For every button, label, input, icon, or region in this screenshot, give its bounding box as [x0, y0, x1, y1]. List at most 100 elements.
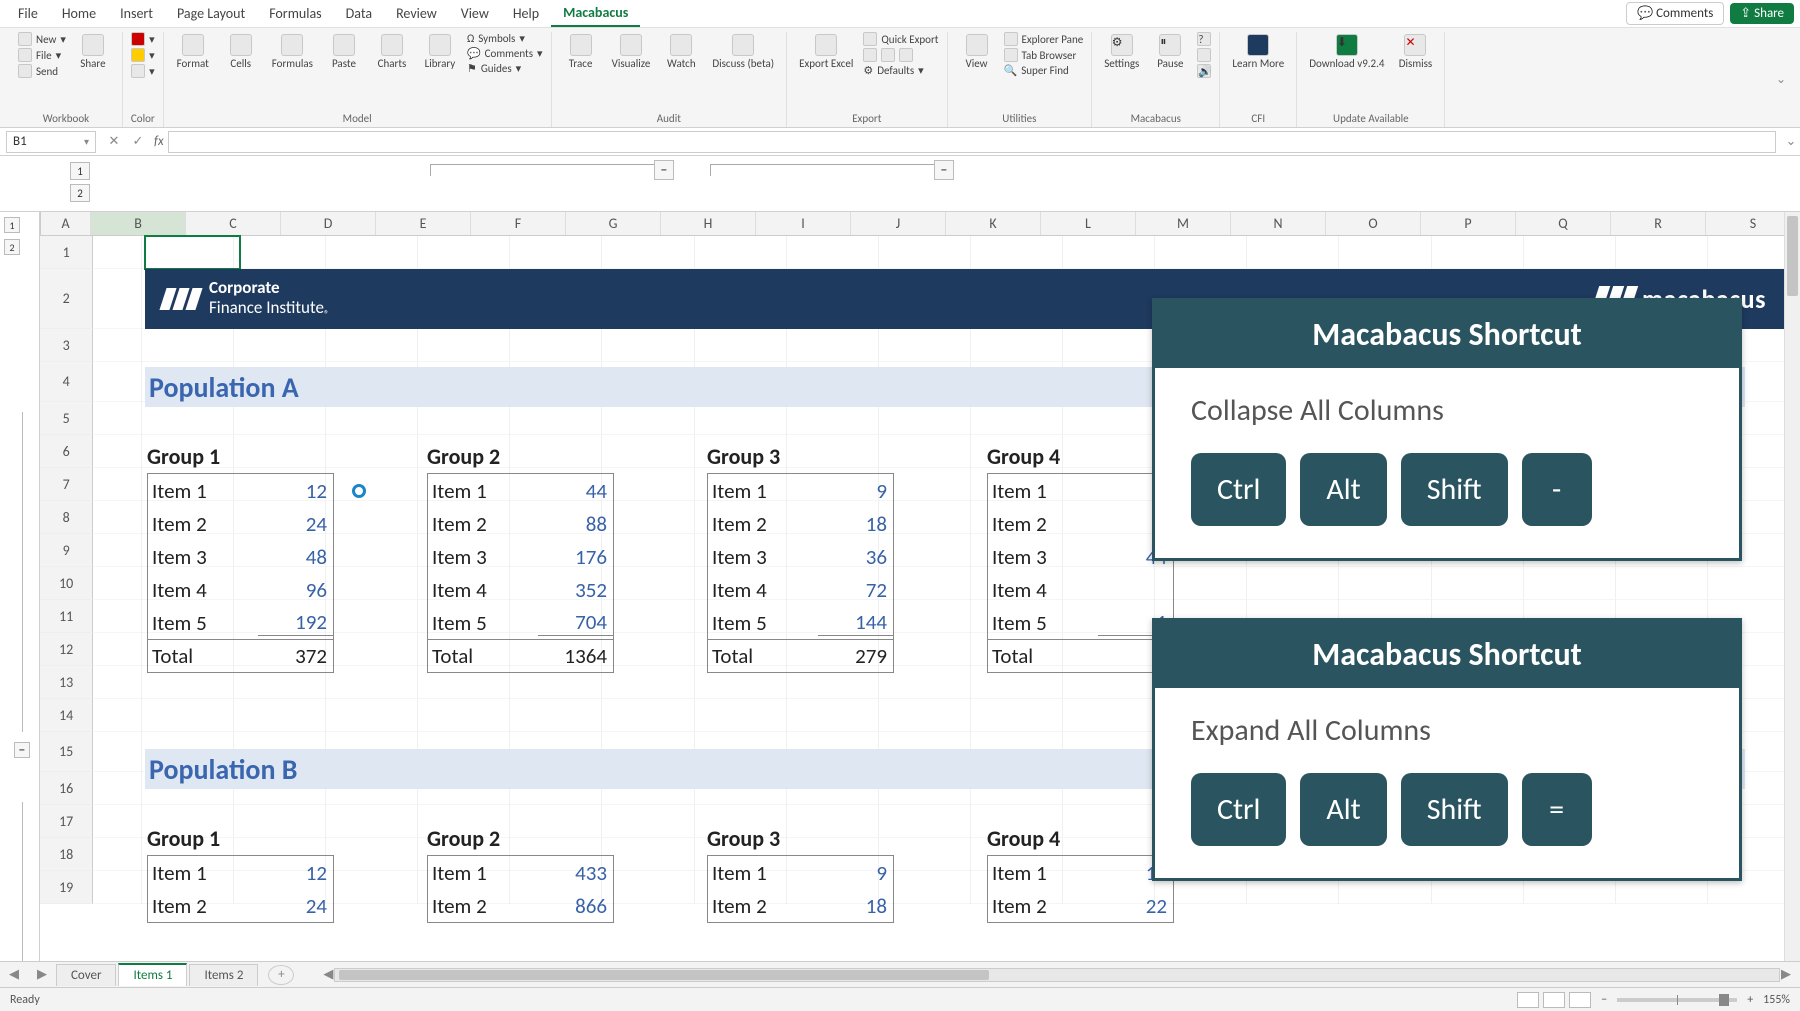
cell-I3[interactable] — [787, 329, 879, 362]
cell-G6[interactable] — [602, 435, 694, 468]
ribbon-library[interactable]: Library — [419, 32, 461, 72]
ribbon-download[interactable]: ⬇Download v9.2.4 — [1305, 32, 1388, 72]
comments-button[interactable]: 💬 Comments — [1626, 2, 1724, 25]
ribbon-explorer[interactable]: Explorer Pane — [1004, 32, 1084, 46]
cell-E3[interactable] — [418, 329, 510, 362]
cell-G3[interactable] — [602, 329, 694, 362]
row-header-6[interactable]: 6 — [40, 435, 93, 468]
ribbon-file[interactable]: File ▾ — [18, 48, 66, 62]
col-outline-level-2[interactable]: 2 — [70, 184, 90, 202]
cancel-formula-button[interactable]: ✕ — [102, 134, 126, 149]
ribbon-format[interactable]: Format — [172, 32, 214, 72]
cell-A17[interactable] — [93, 805, 142, 838]
selected-cell[interactable] — [145, 236, 240, 269]
cell-G13[interactable] — [602, 666, 694, 699]
ribbon-settings[interactable]: ⚙Settings — [1100, 32, 1143, 72]
cell-K1[interactable] — [971, 236, 1063, 269]
column-header-O[interactable]: O — [1326, 212, 1421, 235]
ribbon-guides[interactable]: ⚑ Guides ▾ — [467, 62, 543, 75]
cell-G7[interactable] — [602, 468, 694, 501]
cell-D11[interactable] — [326, 600, 418, 633]
zoom-slider[interactable] — [1617, 998, 1737, 1002]
row-header-12[interactable]: 12 — [40, 633, 93, 666]
sheet-tab-items1[interactable]: Items 1 — [118, 963, 187, 986]
cell-G9[interactable] — [602, 534, 694, 567]
col-outline-collapse-2[interactable]: − — [934, 160, 954, 180]
ribbon-share[interactable]: Share — [72, 32, 114, 72]
ribbon-watch[interactable]: Watch — [660, 32, 702, 72]
column-header-C[interactable]: C — [186, 212, 281, 235]
cell-B14[interactable] — [142, 699, 234, 732]
menu-review[interactable]: Review — [384, 1, 449, 26]
cell-J14[interactable] — [879, 699, 971, 732]
cell-A2[interactable] — [93, 269, 142, 329]
row-header-7[interactable]: 7 — [40, 468, 93, 501]
cell-G19[interactable] — [602, 871, 694, 904]
ribbon-export-row[interactable] — [863, 48, 938, 62]
cell-D7[interactable] — [326, 468, 418, 501]
row-header-16[interactable]: 16 — [40, 772, 93, 805]
cell-P10[interactable] — [1432, 567, 1524, 600]
cell-N1[interactable] — [1247, 236, 1339, 269]
column-header-I[interactable]: I — [756, 212, 851, 235]
ribbon-tab-browser[interactable]: Tab Browser — [1004, 48, 1084, 62]
cell-D6[interactable] — [326, 435, 418, 468]
column-header-N[interactable]: N — [1231, 212, 1326, 235]
cell-A18[interactable] — [93, 838, 142, 871]
ribbon-quick-export[interactable]: Quick Export — [863, 32, 938, 46]
ribbon-export-excel[interactable]: Export Excel — [795, 32, 857, 72]
row-header-19[interactable]: 19 — [40, 871, 93, 904]
column-header-B[interactable]: B — [91, 212, 186, 235]
cell-D17[interactable] — [326, 805, 418, 838]
cell-C3[interactable] — [234, 329, 326, 362]
cell-A19[interactable] — [93, 871, 142, 904]
row-header-8[interactable]: 8 — [40, 501, 93, 534]
row-header-15[interactable]: 15 — [40, 732, 93, 772]
cell-D13[interactable] — [326, 666, 418, 699]
add-sheet-button[interactable]: + — [268, 965, 294, 985]
column-header-E[interactable]: E — [376, 212, 471, 235]
cell-D9[interactable] — [326, 534, 418, 567]
vertical-scrollbar[interactable] — [1784, 212, 1800, 961]
cell-B3[interactable] — [142, 329, 234, 362]
ribbon-trace[interactable]: Trace — [560, 32, 602, 72]
ribbon-link[interactable] — [1197, 48, 1211, 62]
cell-A15[interactable] — [93, 732, 142, 772]
row-header-3[interactable]: 3 — [40, 329, 93, 362]
cell-H3[interactable] — [695, 329, 787, 362]
sheet-nav-prev[interactable]: ◀ — [0, 967, 28, 982]
row-header-18[interactable]: 18 — [40, 838, 93, 871]
cell-N10[interactable] — [1247, 567, 1339, 600]
cell-Q1[interactable] — [1524, 236, 1616, 269]
cell-A10[interactable] — [93, 567, 142, 600]
row-outline-level-2[interactable]: 2 — [4, 239, 20, 255]
row-header-2[interactable]: 2 — [40, 269, 93, 329]
ribbon-symbols[interactable]: Ω Symbols ▾ — [467, 32, 543, 45]
cell-I14[interactable] — [787, 699, 879, 732]
cell-O1[interactable] — [1339, 236, 1431, 269]
row-header-1[interactable]: 1 — [40, 236, 93, 269]
zoom-out-button[interactable]: − — [1601, 993, 1607, 1007]
row-header-13[interactable]: 13 — [40, 666, 93, 699]
column-header-R[interactable]: R — [1611, 212, 1706, 235]
horizontal-scrollbar[interactable]: ◀ ▶ — [334, 968, 1780, 982]
column-header-Q[interactable]: Q — [1516, 212, 1611, 235]
cell-A14[interactable] — [93, 699, 142, 732]
ribbon-collapse-button[interactable]: ⌄ — [1772, 68, 1790, 91]
menu-insert[interactable]: Insert — [108, 1, 165, 26]
view-normal-button[interactable] — [1517, 992, 1539, 1008]
hscroll-right[interactable]: ▶ — [1777, 967, 1795, 982]
column-header-K[interactable]: K — [946, 212, 1041, 235]
ribbon-super-find[interactable]: 🔍 Super Find — [1004, 64, 1084, 77]
cell-K3[interactable] — [971, 329, 1063, 362]
cell-A12[interactable] — [93, 633, 142, 666]
ribbon-dismiss[interactable]: ✕Dismiss — [1394, 32, 1436, 72]
cell-M1[interactable] — [1155, 236, 1247, 269]
col-outline-level-1[interactable]: 1 — [70, 162, 90, 180]
ribbon-visualize[interactable]: Visualize — [608, 32, 655, 72]
cell-D1[interactable] — [326, 236, 418, 269]
cell-D18[interactable] — [326, 838, 418, 871]
cell-J1[interactable] — [879, 236, 971, 269]
cell-A5[interactable] — [93, 402, 142, 435]
cell-G18[interactable] — [602, 838, 694, 871]
